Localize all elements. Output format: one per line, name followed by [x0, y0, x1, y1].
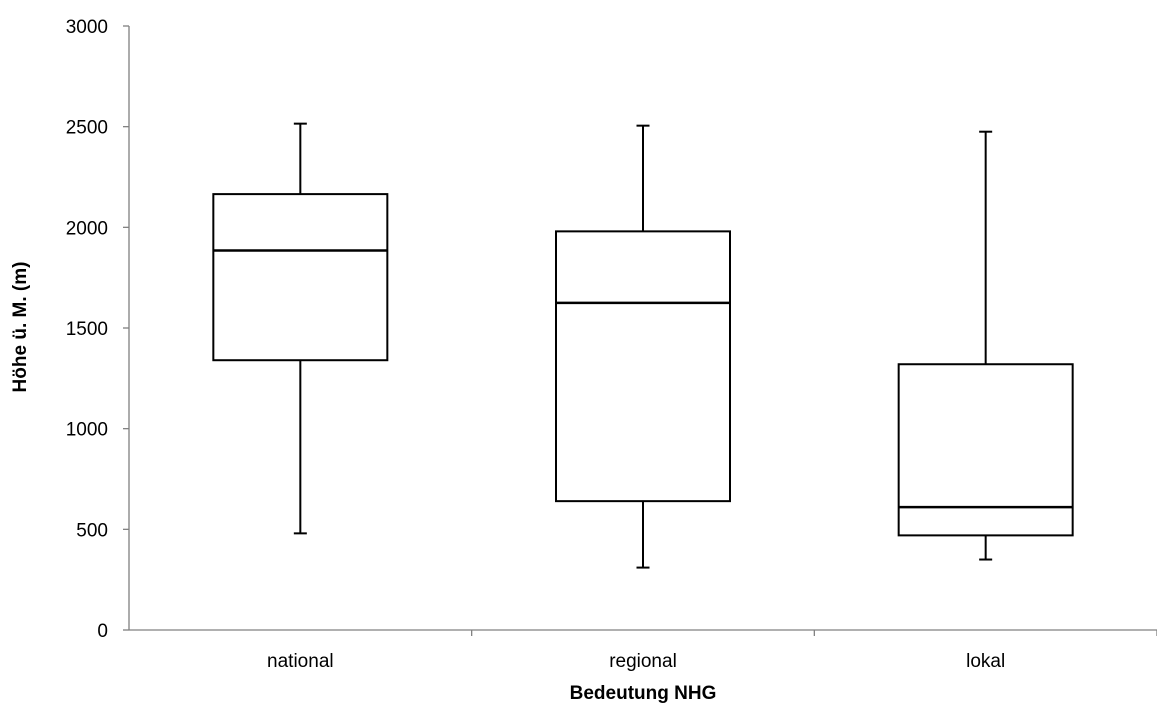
x-axis: national regional lokal	[129, 629, 1157, 672]
iqr-box	[897, 363, 1074, 537]
x-tick-label: national	[267, 651, 334, 672]
boxes	[212, 122, 1074, 569]
y-tick-label: 500	[76, 520, 108, 541]
box-group-lokal	[897, 130, 1074, 561]
box-group-regional	[555, 124, 731, 569]
box-group-national	[212, 122, 389, 535]
y-axis-title: Höhe ü. M. (m)	[10, 262, 31, 393]
y-tick-label: 2500	[66, 118, 108, 139]
iqr-box	[212, 193, 389, 362]
x-axis-title: Bedeutung NHG	[570, 683, 717, 704]
x-tick-label: regional	[609, 651, 677, 672]
y-axis: 0 500 1000 1500 2000 2500 3000	[66, 17, 130, 642]
iqr-box	[555, 230, 731, 503]
y-tick-label: 1000	[66, 420, 108, 441]
y-tick-label: 1500	[66, 319, 108, 340]
y-tick-label: 3000	[66, 17, 108, 38]
y-tick-label: 0	[97, 621, 108, 642]
y-tick-label: 2000	[66, 218, 108, 239]
x-tick-label: lokal	[966, 651, 1005, 672]
